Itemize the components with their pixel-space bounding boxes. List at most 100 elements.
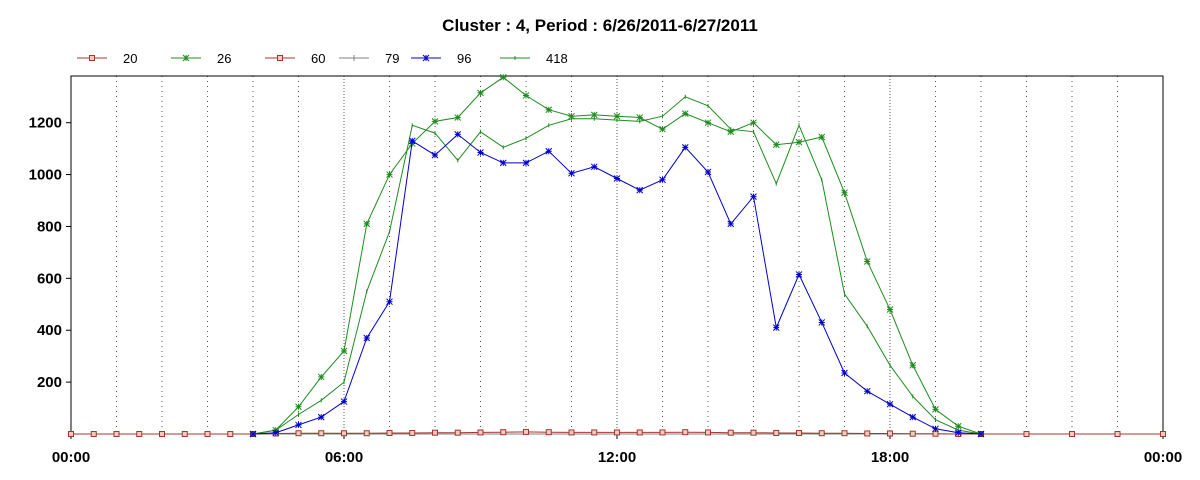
data-point (386, 298, 393, 306)
data-point (977, 430, 985, 438)
data-point (590, 163, 598, 171)
data-point (613, 112, 621, 120)
legend-item: 20 (77, 51, 137, 66)
data-point (409, 429, 416, 436)
series-layer (68, 73, 1166, 438)
data-point (818, 133, 826, 141)
data-point (431, 118, 439, 125)
legend-item: 26 (171, 51, 231, 66)
data-point (295, 403, 302, 411)
data-point (1114, 431, 1121, 437)
data-point (636, 114, 644, 121)
data-point (181, 431, 188, 437)
data-point (636, 186, 644, 194)
data-point (863, 258, 871, 265)
data-point (773, 429, 780, 436)
x-tick-label: 12:00 (598, 449, 636, 466)
data-point (340, 347, 348, 355)
data-point (159, 431, 165, 437)
data-point (727, 220, 735, 228)
data-point (954, 429, 962, 437)
data-point (545, 106, 553, 114)
data-point (932, 425, 939, 433)
data-point (682, 429, 689, 436)
y-tick-label: 1000 (29, 167, 62, 184)
data-point (90, 431, 97, 437)
data-point (477, 89, 484, 97)
legend: 20 26 60 79 96 418 (77, 51, 568, 66)
x-tick-label: 00:00 (1144, 449, 1182, 466)
data-point (363, 220, 371, 228)
data-point (363, 430, 370, 437)
data-point (454, 429, 461, 436)
data-point (591, 429, 598, 436)
y-tick-label: 600 (37, 270, 62, 287)
data-point (386, 429, 393, 436)
data-point (431, 151, 439, 159)
y-tick-label: 400 (37, 322, 62, 339)
data-point (68, 431, 74, 437)
y-axis: 200 400 600 800 1000 1200 (29, 115, 71, 391)
data-point (422, 54, 430, 62)
data-point (89, 55, 95, 61)
data-point (499, 73, 507, 81)
data-point (772, 324, 780, 331)
data-point (613, 175, 621, 182)
data-point (750, 119, 757, 127)
data-point (113, 431, 120, 437)
data-point (772, 141, 780, 149)
data-point (863, 387, 871, 395)
data-point (659, 176, 666, 184)
data-point (750, 429, 757, 436)
y-tick-label: 1200 (29, 115, 62, 132)
data-point (659, 429, 666, 436)
data-point (317, 373, 325, 381)
data-point (704, 168, 712, 176)
data-point (909, 361, 917, 369)
data-point (499, 159, 507, 167)
data-point (909, 430, 916, 437)
data-point (750, 193, 757, 200)
data-point (454, 114, 462, 121)
legend-item: 79 (339, 51, 399, 66)
data-point (568, 169, 575, 177)
legend-item: 96 (411, 51, 471, 66)
data-point (568, 112, 575, 120)
data-point (818, 319, 826, 326)
data-point (932, 406, 939, 413)
legend-item: 60 (265, 51, 325, 66)
data-point (681, 110, 689, 117)
y-tick-label: 200 (37, 374, 62, 391)
data-point (1160, 431, 1166, 437)
data-point (277, 55, 283, 61)
data-point (295, 421, 302, 429)
data-point (909, 413, 917, 421)
data-point (249, 430, 257, 438)
data-point (887, 430, 893, 437)
series-96 (249, 131, 985, 438)
data-point (204, 431, 211, 437)
data-point (454, 131, 462, 138)
chart-title: Cluster : 4, Period : 6/26/2011-6/27/201… (442, 16, 758, 35)
data-point (932, 430, 939, 437)
data-point (523, 428, 529, 435)
data-point (432, 429, 438, 436)
x-tick-label: 18:00 (871, 449, 909, 466)
y-tick-label: 800 (37, 218, 62, 235)
data-point (704, 119, 712, 127)
data-point (590, 111, 598, 119)
data-point (954, 422, 962, 430)
data-point (841, 189, 848, 197)
legend-label: 20 (123, 51, 137, 66)
data-point (886, 400, 894, 408)
data-point (477, 149, 484, 156)
data-point (272, 429, 280, 437)
data-point (864, 430, 871, 437)
data-point (522, 92, 530, 99)
data-point (363, 334, 371, 342)
data-point (318, 430, 325, 437)
data-point (614, 429, 620, 436)
data-point (317, 413, 325, 421)
data-point (351, 55, 357, 61)
data-point (522, 159, 530, 167)
